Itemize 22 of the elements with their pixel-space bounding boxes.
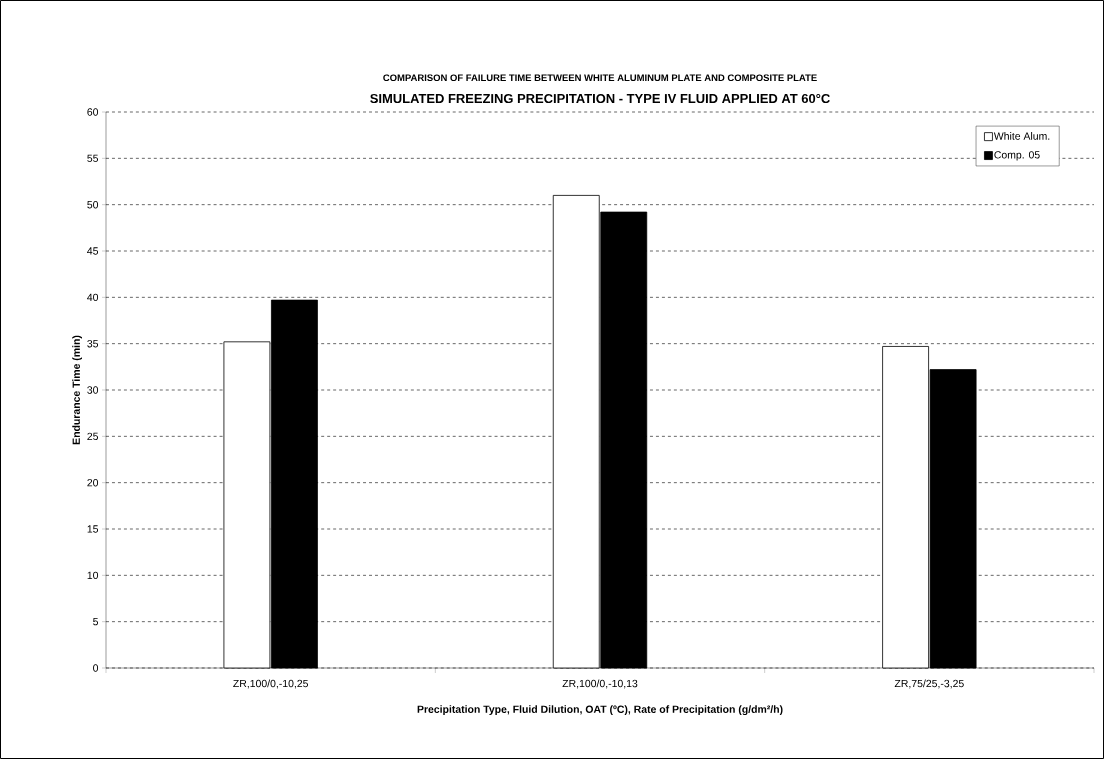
x-axis-title: Precipitation Type, Fluid Dilution, OAT (ºC), Rate of Precipitation (g/dm²/h) — [417, 705, 783, 716]
y-tick-label: 5 — [93, 618, 99, 626]
y-tick-label: 0 — [93, 664, 99, 672]
chart-title: COMPARISON OF FAILURE TIME BETWEEN WHITE ALUMINUM PLATE AND COMPOSITE PLATE — [383, 74, 817, 82]
y-tick-label: 45 — [87, 247, 99, 255]
y-tick-label: 20 — [87, 478, 99, 487]
legend-label: White Alum. — [993, 132, 1050, 140]
y-tick-label: 35 — [87, 339, 99, 348]
chart-subtitle: SIMULATED FREEZING PRECIPITATION - TYPE IV FLUID APPLIED AT 60°C — [370, 93, 830, 104]
y-tick-label: 60 — [87, 108, 99, 116]
x-tick-label: ZR,100/0,-10,25 — [233, 679, 309, 689]
legend-label: Comp. 05 — [994, 151, 1040, 161]
y-tick-label: 40 — [87, 293, 99, 302]
y-tick-label: 50 — [87, 200, 99, 209]
x-tick-label: ZR,75/25,-3,25 — [894, 679, 964, 689]
y-tick-label: 25 — [87, 432, 99, 441]
y-axis-title: Endurance Time (min) — [72, 335, 83, 445]
y-tick-label: 15 — [87, 525, 99, 533]
x-tick-label: ZR,100/0,-10,13 — [562, 679, 638, 689]
y-tick-label: 10 — [87, 571, 99, 580]
y-tick-label: 55 — [87, 154, 99, 162]
y-tick-label: 30 — [87, 386, 99, 394]
